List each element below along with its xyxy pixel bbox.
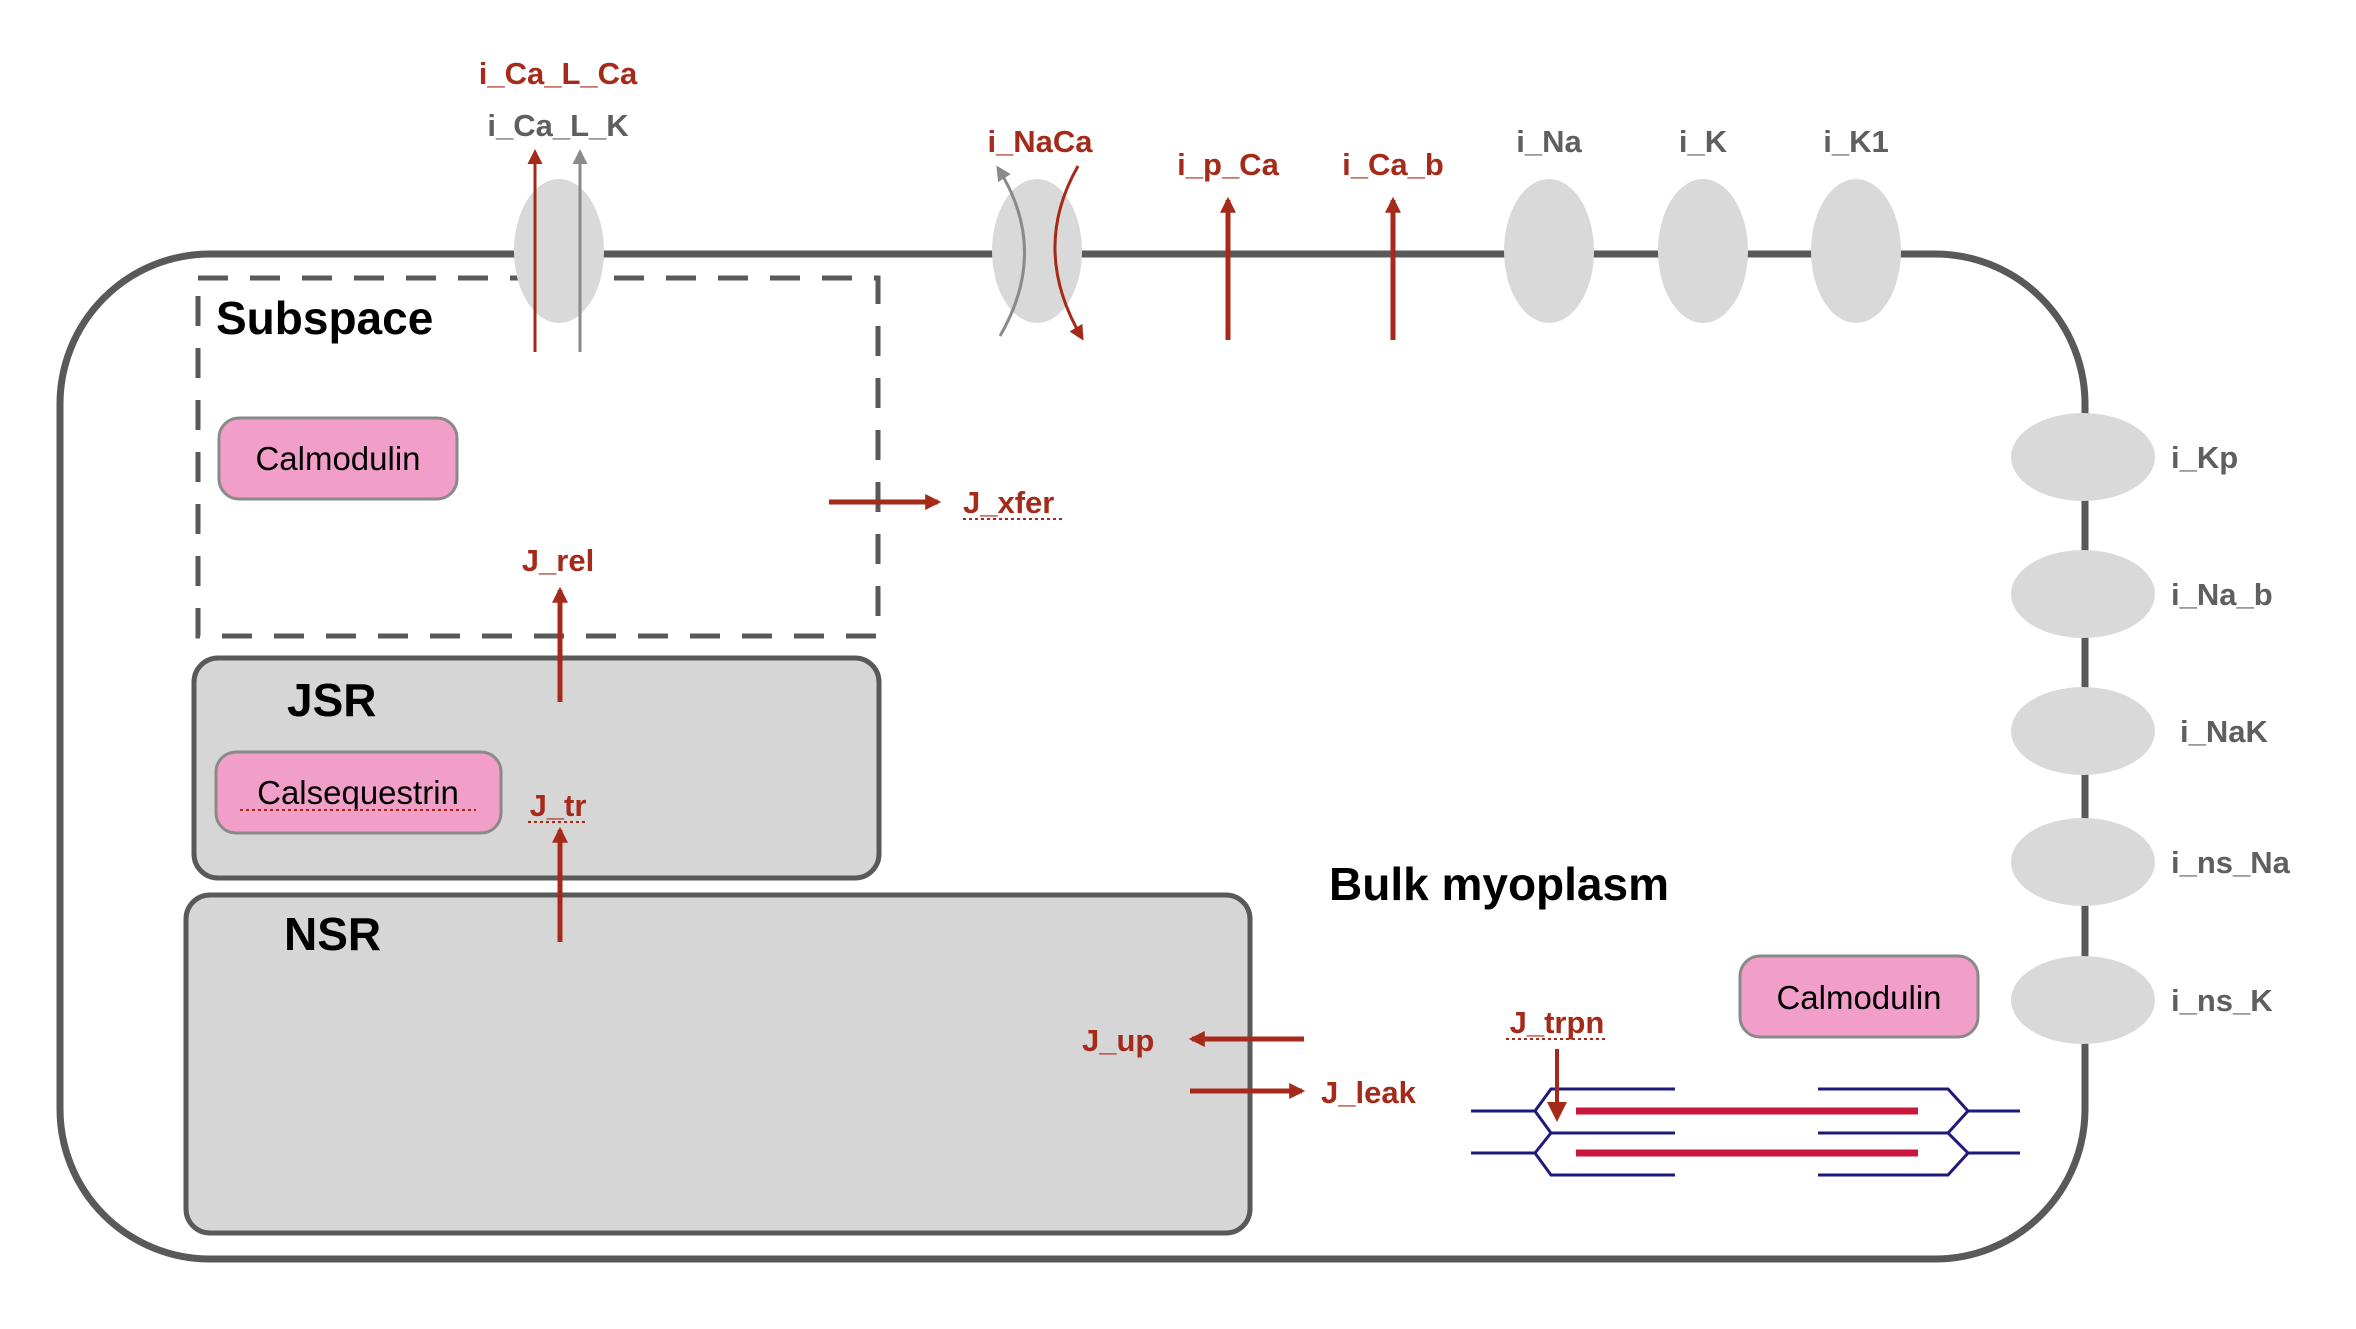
i-ns-na-label: i_ns_Na <box>2171 845 2291 880</box>
i-ns-na-channel <box>2011 818 2155 906</box>
j-tr-label: J_tr <box>530 788 587 823</box>
j-up-label: J_up <box>1082 1023 1154 1058</box>
i-kp-channel <box>2011 413 2155 501</box>
nsr-label: NSR <box>284 908 381 960</box>
i-k-label: i_K <box>1679 124 1728 159</box>
calmodulin-subspace-label: Calmodulin <box>255 440 420 477</box>
i-kp-label: i_Kp <box>2171 440 2238 475</box>
i-na-b-channel <box>2011 550 2155 638</box>
i-ca-b-label: i_Ca_b <box>1342 147 1444 182</box>
i-nak-label: i_NaK <box>2180 714 2268 749</box>
j-xfer-label: J_xfer <box>963 485 1054 520</box>
i-k1-label: i_K1 <box>1823 124 1888 159</box>
i-k-channel <box>1658 179 1748 323</box>
j-rel-label: J_rel <box>522 543 594 578</box>
i-ns-k-channel <box>2011 956 2155 1044</box>
i-ca-l-k-label: i_Ca_L_K <box>487 108 629 143</box>
i-naca-label: i_NaCa <box>987 124 1093 159</box>
calmodulin-subspace-box <box>217 416 459 501</box>
i-naca-channel <box>992 179 1082 323</box>
calsequestrin-label: Calsequestrin <box>257 774 459 811</box>
j-trpn-label: J_trpn <box>1510 1005 1605 1040</box>
nsr-compartment <box>183 892 1253 1236</box>
calsequestrin-box <box>214 750 503 835</box>
i-na-b-label: i_Na_b <box>2171 577 2273 612</box>
i-ns-k-label: i_ns_K <box>2171 983 2273 1018</box>
i-na-label: i_Na <box>1516 124 1582 159</box>
subspace-label: Subspace <box>216 292 433 344</box>
i-nak-channel <box>2011 687 2155 775</box>
i-ca-l-channel <box>514 179 604 323</box>
i-ca-l-ca-label: i_Ca_L_Ca <box>479 56 638 91</box>
calmodulin-bulk-box <box>1738 954 1980 1039</box>
jsr-label: JSR <box>287 674 376 726</box>
calmodulin-bulk-label: Calmodulin <box>1776 979 1941 1016</box>
j-leak-label: J_leak <box>1321 1075 1417 1110</box>
i-naca-na-arrow <box>996 165 1026 337</box>
bulk-myoplasm-label: Bulk myoplasm <box>1329 858 1669 910</box>
i-na-channel <box>1504 179 1594 323</box>
i-p-ca-label: i_p_Ca <box>1177 147 1279 182</box>
i-k1-channel <box>1811 179 1901 323</box>
myofilament-icon <box>1471 1087 2020 1177</box>
i-naca-ca-arrow <box>1053 165 1084 341</box>
